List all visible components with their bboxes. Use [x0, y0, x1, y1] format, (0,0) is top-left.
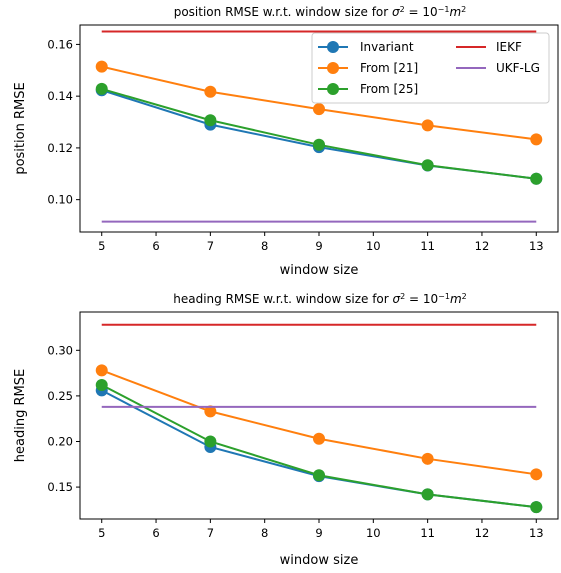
data-point-from-21: [204, 85, 217, 98]
legend-marker-icon: [327, 41, 339, 53]
legend-entry-invariant: Invariant: [318, 40, 414, 54]
legend-label: From [25]: [360, 82, 418, 96]
x-tick-label: 10: [366, 526, 381, 540]
x-tick-label: 12: [475, 526, 490, 540]
legend-marker-icon: [327, 62, 339, 74]
y-tick-label: 0.16: [47, 37, 73, 51]
legend-entry-iekf: IEKF: [456, 40, 522, 54]
data-point-from-21: [95, 364, 108, 377]
x-tick-label: 5: [98, 526, 105, 540]
data-point-from-21: [313, 103, 325, 116]
legend-label: IEKF: [496, 40, 522, 54]
series-line-invariant: [101, 389, 537, 509]
x-tick-label: 12: [475, 239, 490, 253]
position-rmse-chart: position RMSE w.r.t. window size for σ2 …: [13, 5, 559, 278]
x-axis-label: window size: [280, 553, 359, 568]
legend-marker-icon: [327, 83, 339, 95]
x-tick-label: 9: [315, 239, 322, 253]
x-tick-label: 5: [98, 239, 105, 253]
x-tick-label: 8: [261, 526, 268, 540]
y-tick-label: 0.25: [47, 389, 73, 403]
y-tick-label: 0.14: [47, 89, 73, 103]
data-point-from-21: [421, 452, 434, 465]
y-tick-label: 0.12: [47, 141, 73, 155]
data-point-from-21: [204, 405, 217, 418]
chart-title: position RMSE w.r.t. window size for σ2 …: [174, 5, 467, 20]
legend: Invariant From [21] From [25] IEKF UKF-L…: [311, 32, 550, 104]
legend-label: UKF-LG: [496, 61, 540, 75]
legend-label: From [21]: [360, 61, 418, 75]
x-tick-label: 8: [261, 239, 268, 253]
x-tick-label: 9: [315, 526, 322, 540]
legend-entry-from-25: From [25]: [318, 82, 418, 96]
data-point-from-25: [530, 172, 543, 185]
data-point-from-21: [421, 119, 434, 132]
data-point-from-25: [421, 488, 434, 501]
legend-entry-ukf-lg: UKF-LG: [456, 61, 540, 75]
legend-entry-from-21: From [21]: [318, 61, 418, 75]
data-point-from-21: [95, 60, 108, 73]
x-tick-label: 10: [366, 239, 381, 253]
x-tick-label: 7: [207, 526, 214, 540]
data-point-from-25: [313, 138, 325, 151]
heading-rmse-chart: heading RMSE w.r.t. window size for σ2 =…: [13, 292, 559, 568]
y-tick-label: 0.20: [47, 434, 73, 448]
data-point-from-21: [313, 432, 325, 445]
legend-label: Invariant: [360, 40, 414, 54]
data-point-from-21: [530, 468, 543, 481]
data-point-from-25: [530, 501, 543, 514]
series-line-from-25: [101, 384, 537, 509]
y-tick-label: 0.30: [47, 343, 73, 357]
x-axis-label: window size: [280, 263, 359, 278]
y-axis-label: position RMSE: [13, 82, 28, 174]
chart-title: heading RMSE w.r.t. window size for σ2 =…: [173, 292, 467, 307]
x-tick-label: 13: [529, 239, 544, 253]
x-tick-label: 7: [207, 239, 214, 253]
y-axis-label: heading RMSE: [13, 369, 28, 462]
x-tick-label: 11: [420, 526, 435, 540]
data-point-from-25: [204, 435, 217, 448]
legend-box: [311, 32, 550, 104]
y-tick-label: 0.10: [47, 193, 73, 207]
series-line-from-21: [101, 369, 537, 476]
data-point-from-25: [313, 469, 325, 482]
x-tick-label: 6: [152, 239, 159, 253]
x-tick-label: 6: [152, 526, 159, 540]
data-point-from-21: [530, 133, 543, 146]
data-point-from-25: [204, 114, 217, 127]
y-tick-label: 0.15: [47, 480, 73, 494]
x-tick-label: 11: [420, 239, 435, 253]
data-point-from-25: [95, 378, 108, 391]
x-tick-label: 13: [529, 526, 544, 540]
data-point-from-25: [95, 82, 108, 95]
data-point-from-25: [421, 159, 434, 172]
